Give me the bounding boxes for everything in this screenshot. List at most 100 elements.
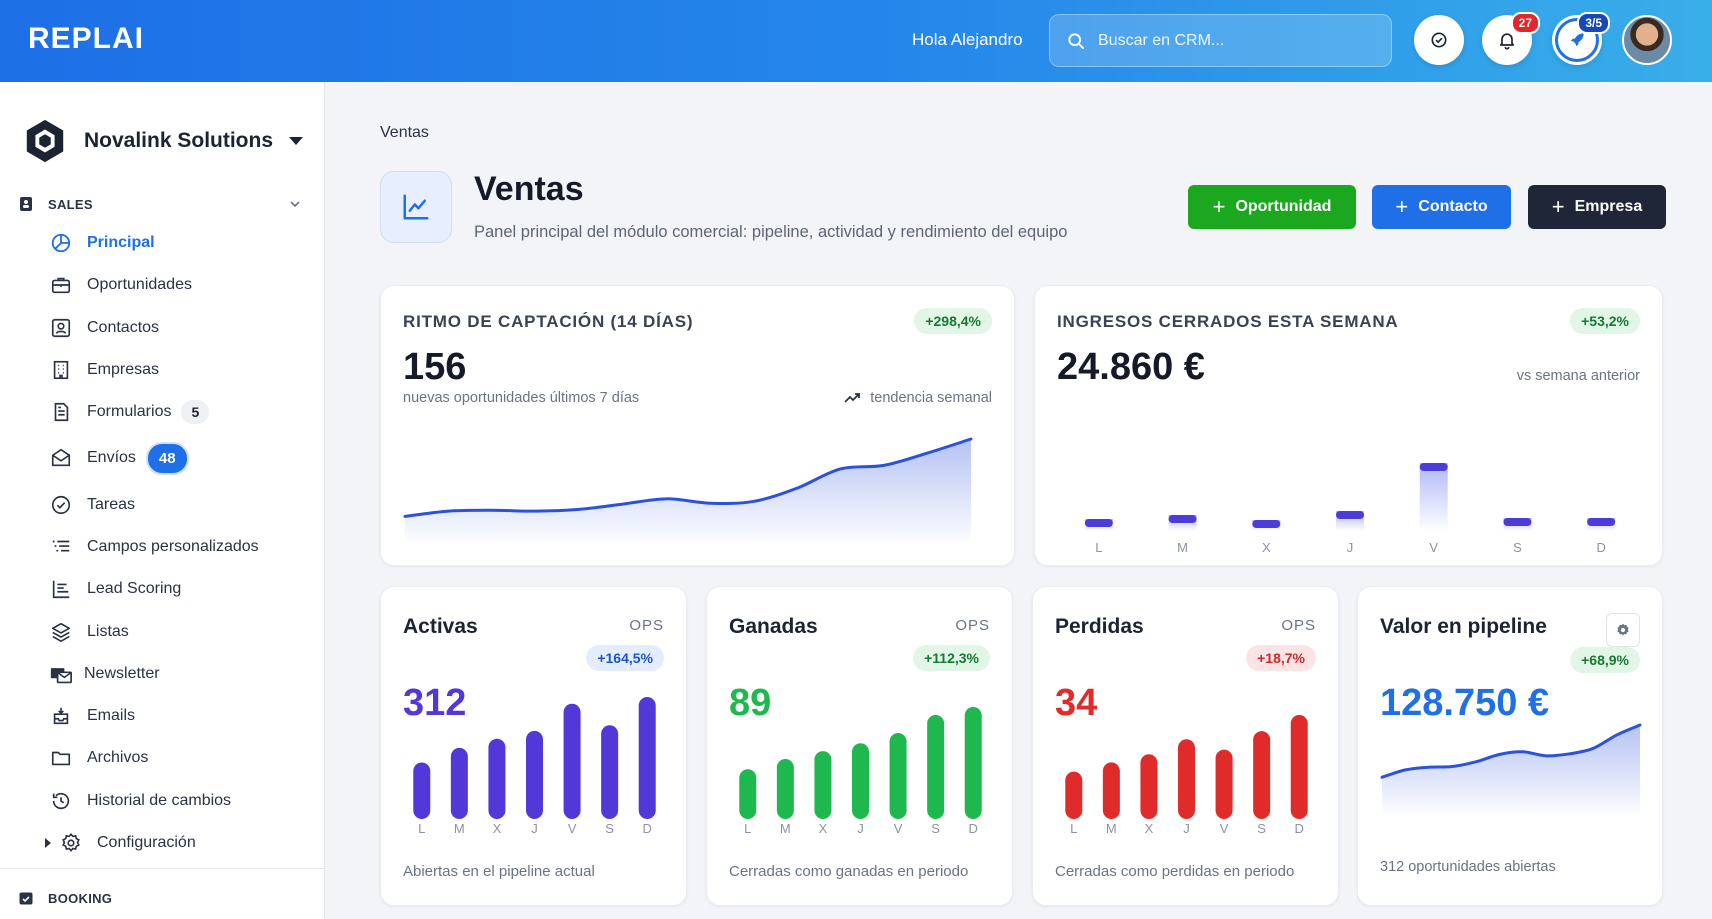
notifications-badge: 27 [1510, 12, 1540, 34]
change-badge: +298,4% [914, 308, 992, 334]
add-opportunity-button[interactable]: + Oportunidad [1188, 185, 1356, 229]
search-box[interactable] [1049, 14, 1392, 67]
lost-tick-label: V [1220, 821, 1229, 835]
add-company-button[interactable]: + Empresa [1528, 185, 1666, 229]
change-badge: +164,5% [586, 645, 664, 671]
section-sales-label: SALES [48, 196, 93, 212]
section-booking[interactable]: BOOKING [18, 890, 302, 906]
won-bar-V [889, 733, 907, 819]
active-bar-V [563, 703, 581, 819]
card-title: Activas [403, 615, 478, 638]
sidebar-item-label: Lead Scoring [87, 580, 182, 598]
card-title: Perdidas [1055, 615, 1144, 638]
tasks-button[interactable] [1414, 15, 1464, 65]
lost-bar-X [1140, 754, 1158, 819]
active-tick-label: D [643, 821, 652, 835]
calendar-check-icon [19, 892, 33, 905]
sidebar-item-contactos[interactable]: Contactos [50, 307, 310, 349]
gear-icon [1617, 623, 1629, 636]
sidebar-item-principal[interactable]: Principal [50, 222, 310, 264]
sidebar-item-tareas[interactable]: Tareas [50, 483, 310, 525]
chart-pie-icon [51, 233, 71, 253]
sidebar-item-oportunidades[interactable]: Oportunidades [50, 264, 310, 306]
page-icon [380, 171, 452, 243]
caret-right-icon [45, 838, 51, 848]
plus-icon: + [1212, 194, 1226, 219]
sidebar-item-listas[interactable]: Listas [50, 610, 310, 652]
sidebar-item-envios[interactable]: Envíos 48 [50, 433, 310, 483]
revenue-tick-label: L [1095, 540, 1102, 555]
company-name: Novalink Solutions [84, 129, 274, 152]
notifications-button[interactable]: 27 [1482, 12, 1540, 65]
won-bar-M [776, 759, 794, 819]
won-bar-L [739, 769, 757, 819]
user-avatar[interactable] [1622, 15, 1672, 65]
won-tick-label: L [744, 821, 751, 835]
revenue-tick-label: D [1596, 540, 1605, 555]
chevron-down-icon [290, 201, 300, 208]
add-contact-button[interactable]: + Contacto [1372, 185, 1511, 229]
active-card: Activas OPS +164,5% 312 L M X J V S D Abiertas… [380, 586, 687, 906]
sidebar-item-emails[interactable]: Emails [50, 695, 310, 737]
top-bar: REPLAI Hola Alejandro 27 3/5 [0, 0, 1712, 82]
sidebar-item-configuracion[interactable]: Configuración [44, 822, 310, 864]
revenue-bar-cap-J [1336, 511, 1364, 519]
form-icon [54, 403, 69, 422]
newsletter-icon [50, 667, 72, 684]
sidebar-item-campos[interactable]: Campos personalizados [50, 526, 310, 568]
pipeline-caption: 312 oportunidades abiertas [1380, 859, 1556, 875]
lost-bar-V [1215, 749, 1233, 819]
sidebar-item-label: Listas [87, 622, 129, 640]
card-settings-button[interactable] [1606, 613, 1640, 647]
revenue-tick-label: M [1177, 540, 1188, 555]
lost-value: 34 [1055, 682, 1098, 724]
caret-down-icon [289, 137, 304, 145]
section-sales[interactable]: SALES [18, 196, 302, 212]
won-tick-label: M [780, 821, 791, 835]
trend-label-text: tendencia semanal [870, 390, 992, 406]
pipeline-area-fill [1382, 725, 1640, 817]
lost-bar-J [1178, 739, 1195, 819]
add-contact-label: Contacto [1418, 198, 1488, 215]
lost-card: Perdidas OPS +18,7% 34 L M X J V S D Cerradas … [1032, 586, 1339, 906]
sidebar-item-formularios[interactable]: Formularios 5 [50, 391, 310, 433]
breadcrumb[interactable]: Ventas [380, 124, 429, 141]
won-tick-label: X [819, 821, 828, 835]
revenue-bar-cap-D [1587, 518, 1616, 526]
won-bar-X [814, 751, 832, 819]
bell-icon [1499, 33, 1515, 50]
won-tick-label: S [931, 821, 940, 835]
gear-icon [62, 833, 80, 852]
sidebar-item-lead-scoring[interactable]: Lead Scoring [50, 568, 310, 610]
sidebar-item-newsletter[interactable]: Newsletter [50, 653, 310, 695]
capture-series-line [403, 437, 973, 518]
sidebar-item-archivos[interactable]: Archivos [50, 737, 310, 779]
lost-bar-D [1290, 715, 1308, 819]
revenue-bar-cap-M [1168, 515, 1197, 523]
sidebar-item-historial[interactable]: Historial de cambios [50, 780, 310, 822]
sales-book-icon [20, 197, 32, 211]
company-switcher[interactable]: Novalink Solutions [22, 118, 304, 164]
search-input[interactable] [1098, 31, 1378, 50]
capture-rate-card: RITMO DE CAPTACIÓN (14 DÍAS) +298,4% 156… [380, 285, 1015, 566]
lost-bar-M [1102, 762, 1120, 819]
won-caption: Cerradas como ganadas en periodo [729, 863, 969, 880]
card-title: Ganadas [729, 615, 818, 638]
onboarding-button[interactable]: 3/5 [1552, 12, 1610, 65]
won-bar-J [852, 743, 869, 819]
sidebar-item-empresas[interactable]: Empresas [50, 349, 310, 391]
list-lines-icon [52, 540, 70, 552]
bar-list-icon [52, 580, 70, 599]
company-logo-icon [26, 119, 64, 163]
section-booking-label: BOOKING [48, 890, 113, 906]
app-logo[interactable]: REPLAI [28, 22, 145, 55]
active-bar-D [638, 697, 656, 819]
trend-chart-icon [403, 194, 429, 220]
rocket-icon [1570, 33, 1584, 47]
active-bar-X [488, 738, 506, 819]
check-circle-icon [51, 495, 71, 514]
pipeline-value-card: Valor en pipeline +68,9% 128.750 € 312 o… [1357, 586, 1663, 906]
